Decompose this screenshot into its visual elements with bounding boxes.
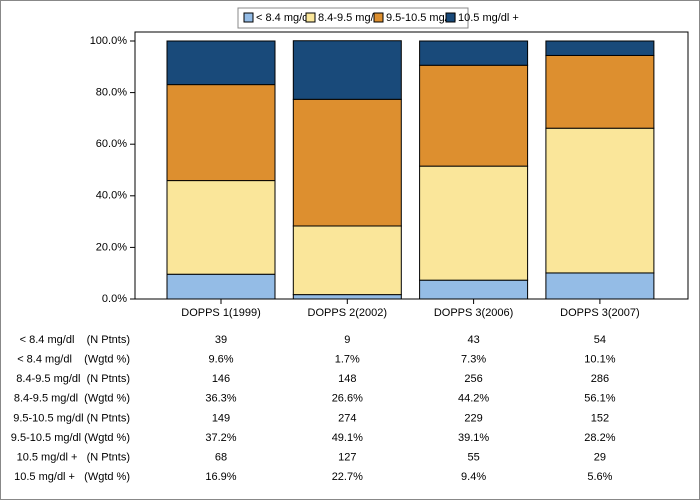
legend-swatch xyxy=(243,12,254,23)
legend-label: 10.5 mg/dl + xyxy=(458,12,519,24)
bar-segment xyxy=(419,40,529,66)
table-cell: 56.1% xyxy=(584,393,615,405)
y-tick-label: 20.0% xyxy=(96,241,127,253)
table-cell: 43 xyxy=(467,334,479,346)
legend-label: 8.4-9.5 mg/dl xyxy=(318,12,382,24)
table-cell: 49.1% xyxy=(332,432,363,444)
y-tick-label: 100.0% xyxy=(90,35,128,47)
table-cell: 26.6% xyxy=(332,393,363,405)
bar-segment xyxy=(545,40,655,56)
row-label: 9.5-10.5 mg/dl (N Ptnts) xyxy=(13,412,130,424)
bar-segment xyxy=(545,127,655,274)
table-cell: 149 xyxy=(212,412,230,424)
bar-segment xyxy=(292,225,402,296)
table-cell: 256 xyxy=(464,373,482,385)
row-label: 8.4-9.5 mg/dl (N Ptnts) xyxy=(16,373,130,385)
table-cell: 28.2% xyxy=(584,432,615,444)
table-cell: 127 xyxy=(338,452,356,464)
bar-segment xyxy=(292,294,402,300)
bar-segment xyxy=(292,40,402,100)
bar-segment xyxy=(419,279,529,300)
table-cell: 152 xyxy=(591,412,609,424)
table-cell: 54 xyxy=(594,334,606,346)
legend-swatch xyxy=(373,12,384,23)
table-cell: 29 xyxy=(594,452,606,464)
y-tick-label: 60.0% xyxy=(96,138,127,150)
table-cell: 7.3% xyxy=(461,354,486,366)
bar-segment xyxy=(545,54,655,129)
table-cell: 68 xyxy=(215,452,227,464)
bar-segment xyxy=(419,64,529,167)
table-cell: 1.7% xyxy=(335,354,360,366)
row-label: 9.5-10.5 mg/dl (Wgtd %) xyxy=(11,432,130,444)
row-label: 8.4-9.5 mg/dl (Wgtd %) xyxy=(14,393,130,405)
legend-label: 9.5-10.5 mg/dl xyxy=(386,12,456,24)
table-cell: 5.6% xyxy=(587,471,612,483)
y-tick-label: 40.0% xyxy=(96,190,127,202)
table-cell: 146 xyxy=(212,373,230,385)
bar-segment xyxy=(166,273,276,300)
bar-segment xyxy=(166,40,276,86)
table-cell: 286 xyxy=(591,373,609,385)
table-cell: 10.1% xyxy=(584,354,615,366)
x-tick-label: DOPPS 3(2006) xyxy=(434,307,513,319)
x-tick-label: DOPPS 3(2007) xyxy=(560,307,639,319)
x-tick-label: DOPPS 2(2002) xyxy=(308,307,387,319)
bar-segment xyxy=(545,272,655,300)
legend-swatch xyxy=(305,12,316,23)
table-cell: 16.9% xyxy=(205,471,236,483)
table-cell: 44.2% xyxy=(458,393,489,405)
bar-segment xyxy=(419,165,529,281)
table-cell: 39.1% xyxy=(458,432,489,444)
table-cell: 9.4% xyxy=(461,471,486,483)
table-cell: 39 xyxy=(215,334,227,346)
bar-segment xyxy=(166,84,276,182)
x-tick-label: DOPPS 1(1999) xyxy=(181,307,260,319)
bar-segment xyxy=(166,180,276,275)
table-cell: 37.2% xyxy=(205,432,236,444)
y-tick-label: 0.0% xyxy=(102,293,127,305)
legend-swatch xyxy=(445,12,456,23)
y-tick-label: 80.0% xyxy=(96,87,127,99)
table-cell: 274 xyxy=(338,412,356,424)
legend-label: < 8.4 mg/dl xyxy=(256,12,311,24)
row-label: 10.5 mg/dl + (N Ptnts) xyxy=(17,452,130,464)
legend-box xyxy=(237,7,469,29)
table-cell: 229 xyxy=(464,412,482,424)
table-cell: 22.7% xyxy=(332,471,363,483)
table-cell: 55 xyxy=(467,452,479,464)
row-label: < 8.4 mg/dl (Wgtd %) xyxy=(17,354,130,366)
row-label: < 8.4 mg/dl (N Ptnts) xyxy=(20,334,130,346)
table-cell: 148 xyxy=(338,373,356,385)
bar-segment xyxy=(292,98,402,227)
table-cell: 9.6% xyxy=(208,354,233,366)
table-cell: 9 xyxy=(344,334,350,346)
row-label: 10.5 mg/dl + (Wgtd %) xyxy=(14,471,130,483)
table-cell: 36.3% xyxy=(205,393,236,405)
